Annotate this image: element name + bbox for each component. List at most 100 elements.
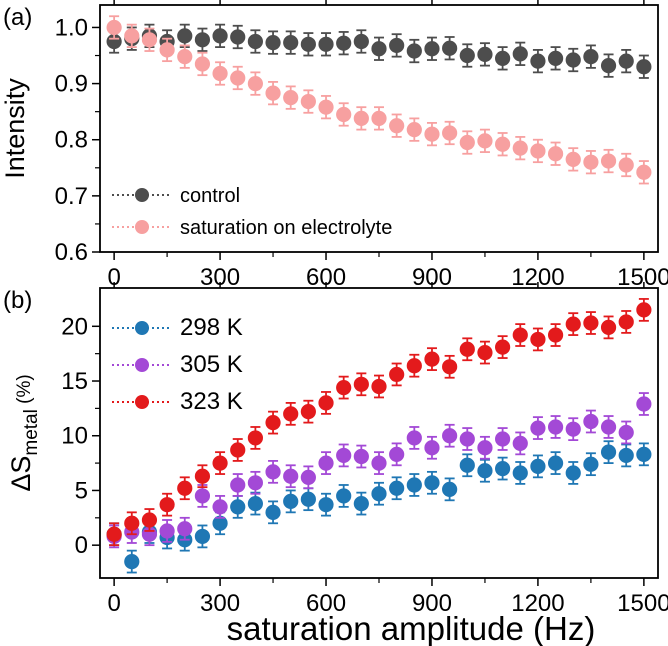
data-point (495, 136, 511, 152)
legend-marker (135, 188, 149, 202)
data-point (477, 46, 493, 63)
legend-marker (135, 321, 149, 335)
data-point (512, 327, 528, 343)
data-point (389, 366, 405, 383)
data-point (565, 151, 581, 167)
panel-a-intensity-chart: 0 300 600 900 1200 15000.60.70.80.91.0(a)Inte… (0, 0, 668, 291)
data-point (547, 455, 564, 471)
legend-label: 298 K (180, 314, 243, 341)
panel-b-delta-s-chart: 0 300 600 900 1200 1500 0 5 10 15 20 (b) ΔSmetal (%)… (3, 282, 668, 617)
data-point (318, 36, 334, 52)
data-point (124, 28, 140, 44)
data-point (106, 19, 122, 36)
data-point (336, 379, 352, 396)
data-point (265, 464, 281, 480)
data-point (477, 133, 493, 149)
data-point (636, 446, 652, 462)
y-tick-label: 0.6 (55, 239, 88, 266)
data-point (600, 419, 617, 435)
data-point (265, 35, 281, 51)
data-point (583, 49, 599, 65)
data-point (177, 28, 193, 44)
y-axis-label: ΔSmetal (%) (6, 374, 42, 491)
data-point (442, 481, 458, 497)
data-point (159, 42, 175, 58)
data-point (495, 431, 511, 447)
data-point (318, 99, 334, 115)
x-tick-label: 0 (107, 264, 120, 291)
data-point (442, 359, 458, 375)
data-point (283, 90, 299, 106)
data-point (265, 415, 281, 431)
x-tick-label: 0 (107, 590, 120, 617)
data-point (230, 477, 246, 493)
data-point (371, 41, 387, 57)
data-point (283, 406, 299, 422)
data-point (600, 153, 617, 169)
data-point (583, 154, 599, 170)
data-point (424, 126, 440, 142)
y-tick-label: 0.7 (55, 183, 88, 210)
data-point (530, 143, 546, 159)
data-point (600, 319, 617, 335)
data-point (353, 376, 369, 392)
data-point (618, 53, 634, 69)
data-point (389, 480, 405, 496)
y-tick-label: 0 (75, 532, 88, 559)
data-point (565, 52, 581, 68)
data-point (212, 499, 228, 515)
data-point (547, 50, 564, 66)
data-point (406, 430, 422, 446)
data-point (424, 41, 440, 57)
data-point (547, 327, 564, 343)
data-point (177, 521, 193, 537)
series-323-k (106, 298, 652, 547)
data-point (459, 341, 475, 357)
data-point (230, 442, 246, 458)
data-point (353, 33, 369, 50)
data-point (318, 395, 334, 411)
data-point (283, 35, 299, 51)
data-point (283, 493, 299, 509)
data-point (530, 420, 546, 436)
data-point (230, 70, 246, 86)
data-point (371, 486, 387, 502)
data-point (618, 447, 634, 464)
data-point (300, 469, 316, 485)
data-point (336, 106, 352, 123)
data-point (636, 302, 652, 318)
data-point (442, 40, 458, 56)
legend-label: 323 K (180, 388, 243, 415)
data-point (389, 37, 405, 54)
data-point (300, 404, 316, 420)
data-point (194, 488, 211, 504)
data-point (547, 146, 564, 162)
series-saturation-on-electrolyte (106, 15, 652, 185)
data-point (618, 314, 634, 330)
data-point (495, 339, 511, 355)
data-point (247, 430, 263, 446)
data-point (194, 32, 211, 48)
panel-label: (a) (3, 4, 32, 31)
data-point (477, 344, 493, 361)
data-point (124, 515, 140, 531)
data-point (495, 50, 511, 66)
data-point (583, 413, 599, 430)
legend-marker (135, 358, 149, 372)
x-tick-label: 900 (412, 590, 452, 617)
data-point (530, 331, 546, 348)
data-point (283, 468, 299, 484)
data-point (318, 497, 334, 513)
data-point (477, 440, 493, 456)
data-point (212, 455, 228, 471)
data-point (618, 157, 634, 173)
data-point (636, 59, 652, 75)
data-point (265, 85, 281, 101)
legend-marker (135, 220, 149, 234)
y-tick-label: 15 (61, 368, 88, 395)
x-tick-label: 300 (200, 590, 240, 617)
data-point (141, 512, 158, 528)
data-point (459, 47, 475, 64)
y-tick-label: 5 (75, 477, 88, 504)
data-point (230, 499, 246, 515)
